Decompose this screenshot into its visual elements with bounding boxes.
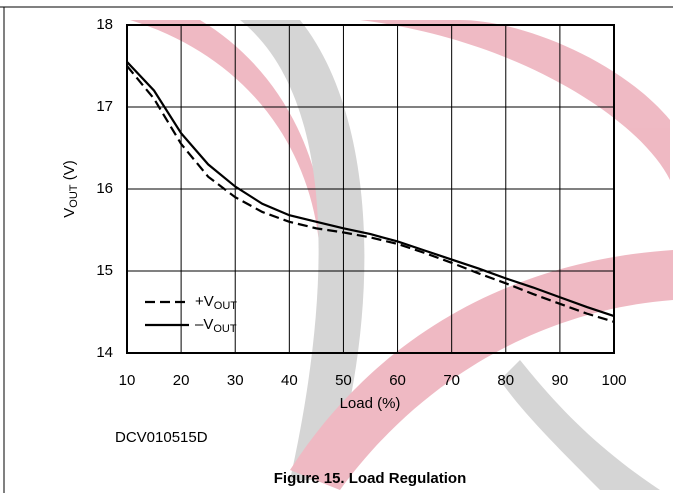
y-tick-label: 16: [96, 180, 113, 197]
x-tick-label: 10: [119, 372, 136, 389]
y-tick-label: 17: [96, 98, 113, 115]
x-tick-label: 50: [335, 372, 352, 389]
legend-label: –VOUT: [195, 316, 237, 335]
chart-title: Figure 15. Load Regulation: [274, 470, 467, 487]
legend-name: +V: [195, 293, 214, 310]
legend-name-sub: OUT: [213, 323, 237, 335]
x-axis-label: Load (%): [340, 395, 401, 412]
y-tick-label: 15: [96, 262, 113, 279]
x-tick-label: 90: [552, 372, 569, 389]
series-line: [126, 61, 615, 318]
x-tick-label: 20: [173, 372, 190, 389]
legend-label: +VOUT: [195, 293, 237, 312]
figure-note: DCV010515D: [115, 429, 208, 446]
series-line: [126, 65, 615, 323]
x-tick-label: 100: [601, 372, 626, 389]
x-tick-label: 40: [281, 372, 298, 389]
y-label-sub: OUT: [68, 184, 80, 208]
plot-frame: [126, 24, 615, 354]
legend-name-sub: OUT: [214, 300, 238, 312]
legend-name: –V: [195, 316, 213, 333]
y-tick-label: 14: [96, 344, 113, 361]
x-tick-label: 60: [389, 372, 406, 389]
y-tick-label: 18: [96, 16, 113, 33]
y-axis-label: VOUT (V): [61, 160, 80, 217]
y-label-main: V: [61, 208, 78, 218]
y-label-rest: (V): [61, 160, 78, 184]
x-tick-label: 30: [227, 372, 244, 389]
x-tick-label: 70: [443, 372, 460, 389]
x-tick-label: 80: [497, 372, 514, 389]
